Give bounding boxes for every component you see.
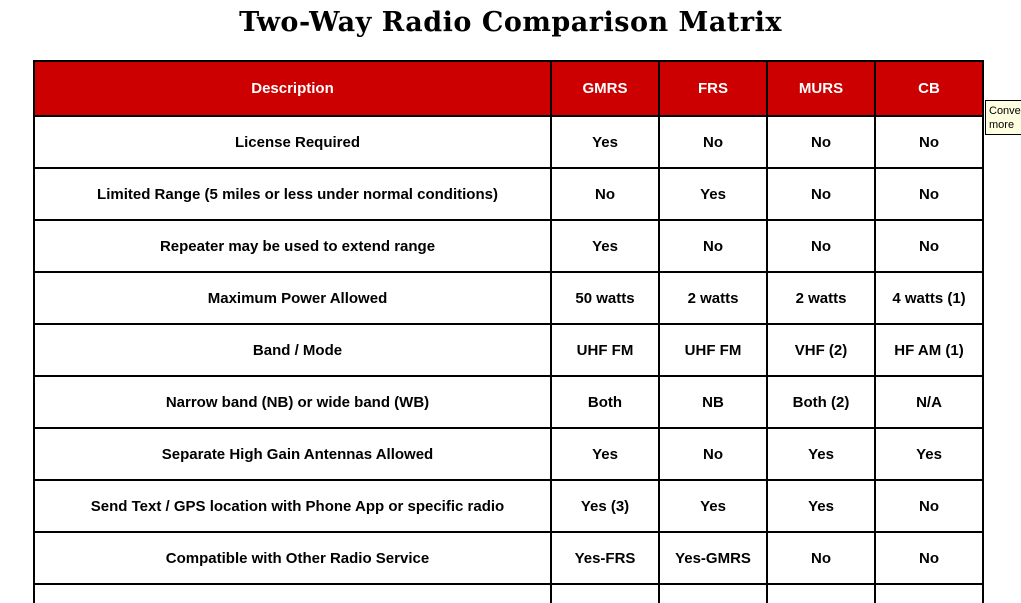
- cell-value: UHF FM: [658, 323, 768, 377]
- cell-value: Yes: [766, 479, 876, 533]
- cell-value: No: [766, 531, 876, 585]
- table-row-partial: [33, 583, 984, 603]
- cell-value: Yes: [766, 427, 876, 481]
- table-row: Band / Mode UHF FM UHF FM VHF (2) HF AM …: [33, 323, 984, 377]
- table-row: License Required Yes No No No: [33, 115, 984, 169]
- cell-value: Yes: [550, 115, 660, 169]
- cell-value: Yes: [550, 219, 660, 273]
- cell-value: No: [658, 219, 768, 273]
- row-description: [33, 583, 552, 603]
- cell-value: [766, 583, 876, 603]
- table-row: Maximum Power Allowed 50 watts 2 watts 2…: [33, 271, 984, 325]
- cell-value: UHF FM: [550, 323, 660, 377]
- cell-value: Yes: [658, 167, 768, 221]
- cell-value: [550, 583, 660, 603]
- cell-value: No: [550, 167, 660, 221]
- cell-value: HF AM (1): [874, 323, 984, 377]
- tooltip-text-line1: Conve: [989, 105, 1021, 117]
- cell-value: [658, 583, 768, 603]
- cell-value: Yes-FRS: [550, 531, 660, 585]
- column-header-description: Description: [33, 60, 552, 117]
- row-description: Send Text / GPS location with Phone App …: [33, 479, 552, 533]
- table-header: Description GMRS FRS MURS CB: [33, 60, 984, 117]
- cell-value: 4 watts (1): [874, 271, 984, 325]
- row-description: Band / Mode: [33, 323, 552, 377]
- column-header-gmrs: GMRS: [550, 60, 660, 117]
- cell-value: No: [874, 115, 984, 169]
- cell-value: Yes-GMRS: [658, 531, 768, 585]
- cell-value: No: [658, 427, 768, 481]
- cell-value: No: [874, 167, 984, 221]
- cell-value: Yes: [550, 427, 660, 481]
- row-description: Repeater may be used to extend range: [33, 219, 552, 273]
- page-title: Two-Way Radio Comparison Matrix: [239, 7, 782, 38]
- cell-value: No: [874, 219, 984, 273]
- cell-value: Yes: [874, 427, 984, 481]
- row-description: Compatible with Other Radio Service: [33, 531, 552, 585]
- cell-value: No: [766, 115, 876, 169]
- row-description: Narrow band (NB) or wide band (WB): [33, 375, 552, 429]
- cell-value: No: [766, 167, 876, 221]
- cell-value: No: [874, 479, 984, 533]
- row-description: Maximum Power Allowed: [33, 271, 552, 325]
- comparison-table: Description GMRS FRS MURS CB License Req…: [33, 60, 984, 603]
- tooltip-text-line2: more: [989, 119, 1015, 131]
- row-description: Separate High Gain Antennas Allowed: [33, 427, 552, 481]
- column-header-cb: CB: [874, 60, 984, 117]
- cell-value: [874, 583, 984, 603]
- table-row: Separate High Gain Antennas Allowed Yes …: [33, 427, 984, 481]
- cell-value: Yes: [658, 479, 768, 533]
- cell-value: Both: [550, 375, 660, 429]
- cell-value: 50 watts: [550, 271, 660, 325]
- column-header-murs: MURS: [766, 60, 876, 117]
- header-row: Description GMRS FRS MURS CB: [33, 60, 984, 117]
- cell-value: VHF (2): [766, 323, 876, 377]
- row-description: License Required: [33, 115, 552, 169]
- cell-value: No: [766, 219, 876, 273]
- table-body: License Required Yes No No No Limited Ra…: [33, 115, 984, 603]
- cell-value: No: [658, 115, 768, 169]
- cell-value: 2 watts: [658, 271, 768, 325]
- cell-value: NB: [658, 375, 768, 429]
- cell-value: No: [874, 531, 984, 585]
- cell-value: 2 watts: [766, 271, 876, 325]
- table-row: Narrow band (NB) or wide band (WB) Both …: [33, 375, 984, 429]
- row-description: Limited Range (5 miles or less under nor…: [33, 167, 552, 221]
- cell-value: N/A: [874, 375, 984, 429]
- cell-value: Yes (3): [550, 479, 660, 533]
- column-header-frs: FRS: [658, 60, 768, 117]
- table-row: Repeater may be used to extend range Yes…: [33, 219, 984, 273]
- table-row: Send Text / GPS location with Phone App …: [33, 479, 984, 533]
- browser-tooltip[interactable]: Conve more: [985, 100, 1021, 135]
- cell-value: Both (2): [766, 375, 876, 429]
- table-row: Limited Range (5 miles or less under nor…: [33, 167, 984, 221]
- table-row: Compatible with Other Radio Service Yes-…: [33, 531, 984, 585]
